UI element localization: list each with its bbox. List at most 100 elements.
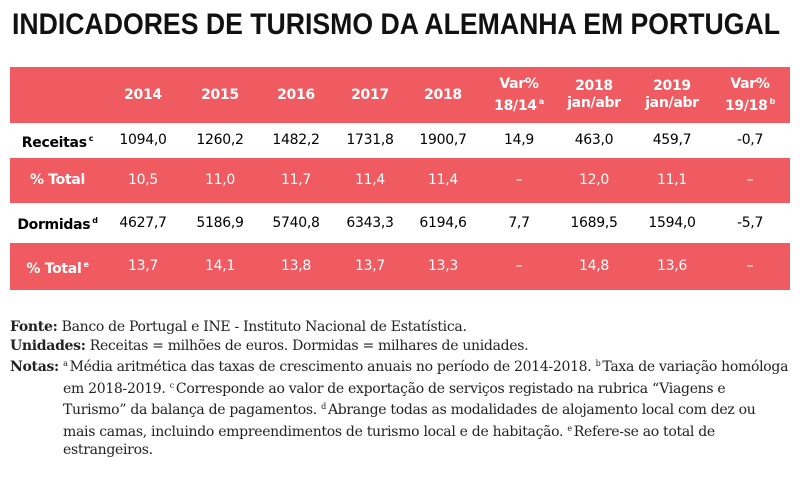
header-line: jan/abr	[645, 95, 699, 112]
table-cell: 1594,0	[648, 214, 696, 231]
note-text: Refere-se ao total de estrangeiros.	[63, 423, 715, 459]
row-label: % Total	[10, 158, 105, 203]
table-cell: –	[515, 172, 523, 188]
table-row: Receitas c 1094,0 1260,2 1482,2 1731,8 1900,7 1…	[10, 123, 790, 158]
row-label-text: Dormidas	[17, 217, 91, 233]
footnote-mark: e	[567, 423, 572, 433]
header-line: 2016	[277, 86, 315, 103]
footer-label: Unidades:	[10, 337, 86, 354]
table-cell: 1260,2	[196, 132, 244, 148]
header-cell: 2015	[182, 67, 258, 123]
title-area: INDICADORES DE TURISMO DA ALEMANHA EM PO…	[12, 8, 780, 41]
table-cell: 14,8	[579, 258, 609, 274]
table-cell: -0,7	[736, 132, 764, 148]
note-text: Corresponde ao valor de exportação de se…	[63, 380, 726, 419]
note-text: Média aritmética das taxas de cresciment…	[69, 359, 592, 375]
table-cell: 1731,8	[346, 132, 394, 148]
table-cell: 11,4	[355, 172, 385, 188]
row-label: Receitas c	[10, 123, 105, 158]
table-cell: 14,9	[504, 132, 534, 148]
table-cell: -5,7	[736, 214, 764, 231]
footnote-mark: c	[169, 380, 175, 390]
table-cell: 13,8	[281, 258, 311, 274]
table-cell: 1482,2	[272, 132, 320, 148]
table-cell: 1094,0	[119, 132, 167, 148]
header-line: jan/abr	[567, 95, 621, 112]
footnote-mark: c	[88, 133, 94, 143]
title: INDICADORES DE TURISMO DA ALEMANHA EM PO…	[12, 8, 780, 41]
header-line: Var%	[730, 75, 770, 92]
footnote-mark: e	[83, 259, 89, 269]
table-cell: 1689,5	[570, 214, 618, 231]
table-cell: 12,0	[579, 172, 609, 188]
table-cell: 13,7	[355, 258, 385, 274]
table-row: % Total 10,5 11,0 11,7 11,4 11,4 – 12,0 11,1 –	[10, 158, 790, 203]
row-label: Dormidas d	[10, 203, 105, 243]
footer-text: Banco de Portugal e INE - Instituto Naci…	[61, 319, 467, 335]
notes: Notas: a Média aritmética das taxas de cr…	[10, 355, 790, 460]
header-cell: 2014	[105, 67, 181, 123]
row-label-text: % Total	[26, 260, 82, 277]
row-label-line: % Total e	[26, 256, 89, 278]
header-line: 19/18 b	[725, 93, 775, 115]
table-cell: 14,1	[205, 258, 235, 274]
header-line: 2014	[124, 86, 162, 103]
table-cell: –	[515, 258, 523, 274]
footnote-mark: b	[769, 96, 776, 106]
header-cell: 2017	[332, 67, 408, 123]
table-cell: –	[746, 172, 754, 188]
header-row: 2014 2015 2016 2017 2018 Var% 18/14 a 2018 jan/ab…	[10, 67, 790, 123]
table-cell: 13,6	[657, 258, 687, 274]
row-label: % Total e	[10, 243, 105, 290]
table-row: % Total e 13,7 14,1 13,8 13,7 13,3 – 14,8 13,6 –	[10, 243, 790, 290]
footnote-mark: b	[595, 359, 601, 368]
table-cell: 459,7	[652, 132, 692, 148]
header-cell: 2018	[405, 67, 481, 123]
table-cell: 11,4	[428, 172, 458, 188]
footer-line: Unidades: Receitas = milhões de euros. D…	[10, 337, 790, 356]
header-line: 2015	[201, 86, 239, 103]
table-cell: 13,7	[128, 258, 158, 274]
footer-label: Fonte:	[10, 319, 58, 335]
footer: Fonte: Banco de Portugal e INE - Institu…	[10, 318, 790, 460]
table-cell: 7,7	[508, 214, 530, 231]
table-cell: 6194,6	[419, 214, 467, 231]
table-cell: 11,0	[205, 172, 235, 188]
header-text: 19/18	[724, 97, 768, 114]
header-cell: 2018 jan/abr	[556, 67, 632, 123]
header-text: 18/14	[494, 97, 537, 114]
row-label-line: % Total	[30, 172, 85, 189]
table-cell: 6343,3	[346, 214, 394, 231]
note-text: Taxa de variação homóloga em 2018-2019.	[63, 359, 789, 397]
header-cell: 2019 jan/abr	[634, 67, 710, 123]
footer-line: Fonte: Banco de Portugal e INE - Institu…	[10, 318, 790, 337]
footnote-mark: a	[538, 96, 544, 106]
note-text: Abrange todas as modalidades de alojamen…	[63, 402, 756, 440]
row-label-line: Receitas c	[21, 130, 94, 152]
table-cell: –	[746, 258, 754, 274]
footer-label: Notas:	[10, 359, 59, 375]
table-cell: 10,5	[128, 172, 158, 188]
table-cell: 1900,7	[419, 132, 467, 148]
row-label-line: Dormidas d	[17, 212, 98, 234]
header-text: jan/abr	[645, 95, 699, 111]
table-cell: 463,0	[574, 132, 614, 148]
table-cell: 11,7	[281, 172, 311, 188]
row-label-text: % Total	[29, 172, 86, 188]
table-row: Dormidas d 4627,7 5186,9 5740,8 6343,3 6194,6 7…	[10, 203, 790, 243]
table-cell: 5740,8	[272, 214, 320, 231]
table: 2014 2015 2016 2017 2018 Var% 18/14 a 2018 jan/ab…	[10, 67, 790, 290]
table-cell: 11,1	[657, 172, 687, 188]
footer-text: Receitas = milhões de euros. Dormidas = …	[89, 337, 529, 354]
header-line: 2019	[653, 78, 691, 94]
header-line: 2018	[424, 86, 462, 103]
header-line: 18/14 a	[494, 93, 544, 115]
header-cell: Var% 19/18 b	[712, 67, 788, 123]
header-line: 2018	[575, 78, 613, 94]
header-line: Var%	[499, 75, 539, 92]
table-cell: 4627,7	[119, 214, 167, 231]
header-text: jan/abr	[567, 95, 621, 111]
row-label-text: Receitas	[21, 134, 87, 151]
header-cell: 2016	[258, 67, 334, 123]
header-line: 2017	[351, 86, 389, 103]
